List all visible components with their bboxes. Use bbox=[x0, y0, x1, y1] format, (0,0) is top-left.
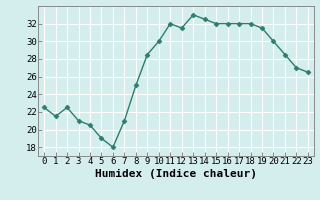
X-axis label: Humidex (Indice chaleur): Humidex (Indice chaleur) bbox=[95, 169, 257, 179]
